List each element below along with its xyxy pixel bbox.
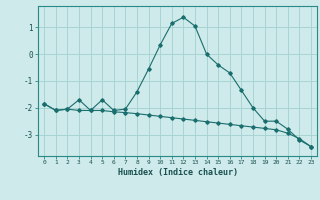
X-axis label: Humidex (Indice chaleur): Humidex (Indice chaleur) <box>118 168 238 177</box>
